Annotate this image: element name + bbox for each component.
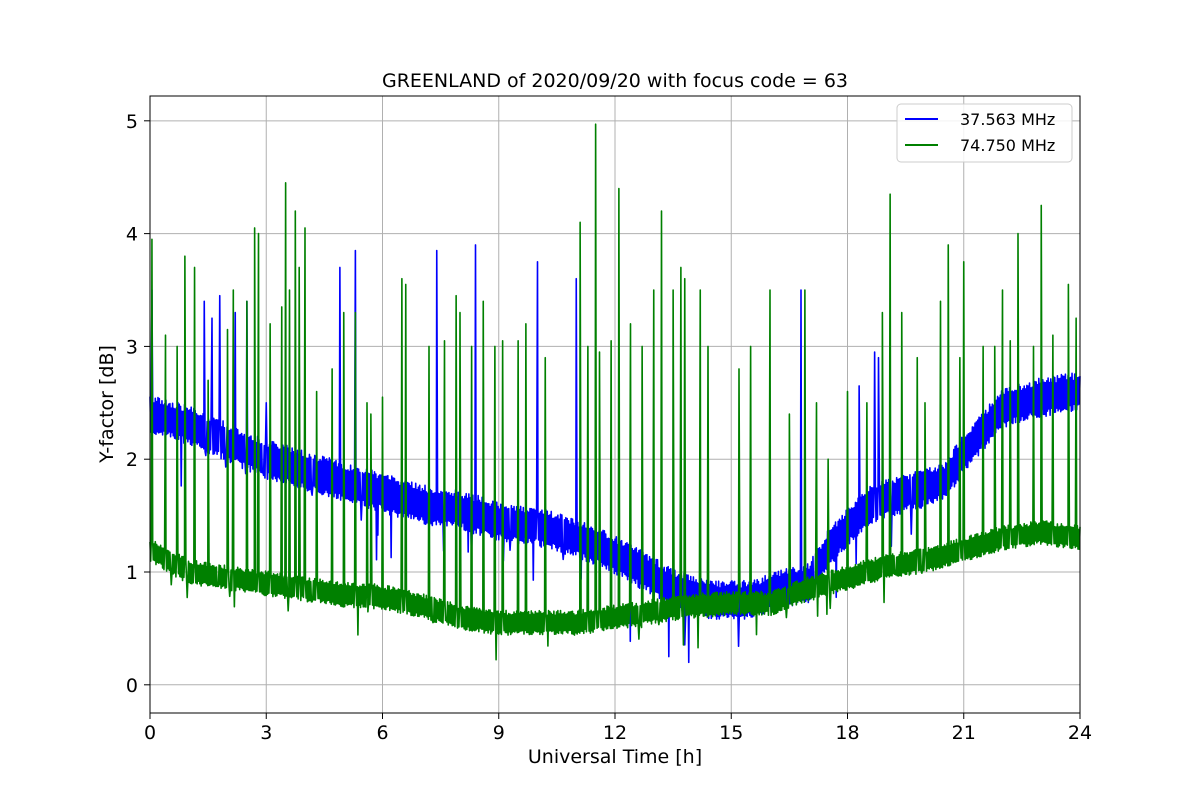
x-tick-label: 21 [952, 722, 976, 744]
y-tick-label: 4 [126, 224, 138, 246]
x-tick-label: 0 [144, 722, 156, 744]
chart-title: GREENLAND of 2020/09/20 with focus code … [382, 70, 848, 92]
y-tick-label: 1 [126, 562, 138, 584]
legend-label-74mhz: 74.750 MHz [960, 136, 1055, 155]
y-axis-label: Y-factor [dB] [96, 345, 118, 464]
x-tick-label: 12 [603, 722, 627, 744]
plot-area [149, 123, 1081, 664]
x-axis: 0 3 6 9 12 15 18 21 24 [144, 713, 1092, 744]
x-tick-label: 15 [719, 722, 743, 744]
x-tick-label: 24 [1068, 722, 1092, 744]
x-axis-label: Universal Time [h] [528, 746, 702, 768]
y-tick-label: 5 [126, 111, 138, 133]
x-tick-label: 6 [376, 722, 388, 744]
y-axis: 0 1 2 3 4 5 [126, 111, 150, 697]
y-tick-label: 2 [126, 449, 138, 471]
x-tick-label: 3 [260, 722, 272, 744]
x-tick-label: 18 [835, 722, 859, 744]
y-tick-label: 0 [126, 675, 138, 697]
y-tick-label: 3 [126, 336, 138, 358]
legend-label-37mhz: 37.563 MHz [960, 110, 1055, 129]
series-line-1 [149, 123, 1081, 661]
legend-box [896, 103, 1073, 163]
x-tick-label: 9 [493, 722, 505, 744]
legend: 37.563 MHz 74.750 MHz [896, 103, 1073, 163]
